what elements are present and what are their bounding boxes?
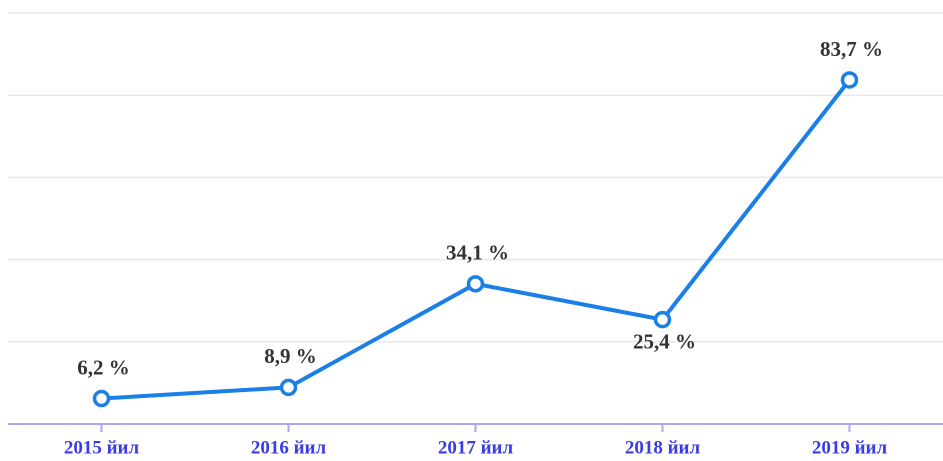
point [840, 71, 859, 89]
value-label: 6,2 % [77, 355, 130, 379]
x-tick-label: 2017 йил [438, 437, 514, 458]
value-label: 83,7 % [820, 37, 883, 61]
x-tick-label: 2019 йил [812, 437, 888, 458]
line [101, 78, 852, 401]
point [279, 378, 298, 397]
x-tick-label: 2016 йил [251, 437, 327, 458]
value-label: 8,9 % [264, 344, 317, 368]
value-label: 25,4 % [633, 329, 696, 353]
x-tick-label: 2018 йил [625, 437, 701, 458]
value-label: 34,1 % [446, 241, 509, 265]
x-tick-label: 2015 йил [64, 437, 140, 458]
point [92, 389, 111, 408]
point [653, 310, 672, 329]
point [466, 275, 485, 293]
